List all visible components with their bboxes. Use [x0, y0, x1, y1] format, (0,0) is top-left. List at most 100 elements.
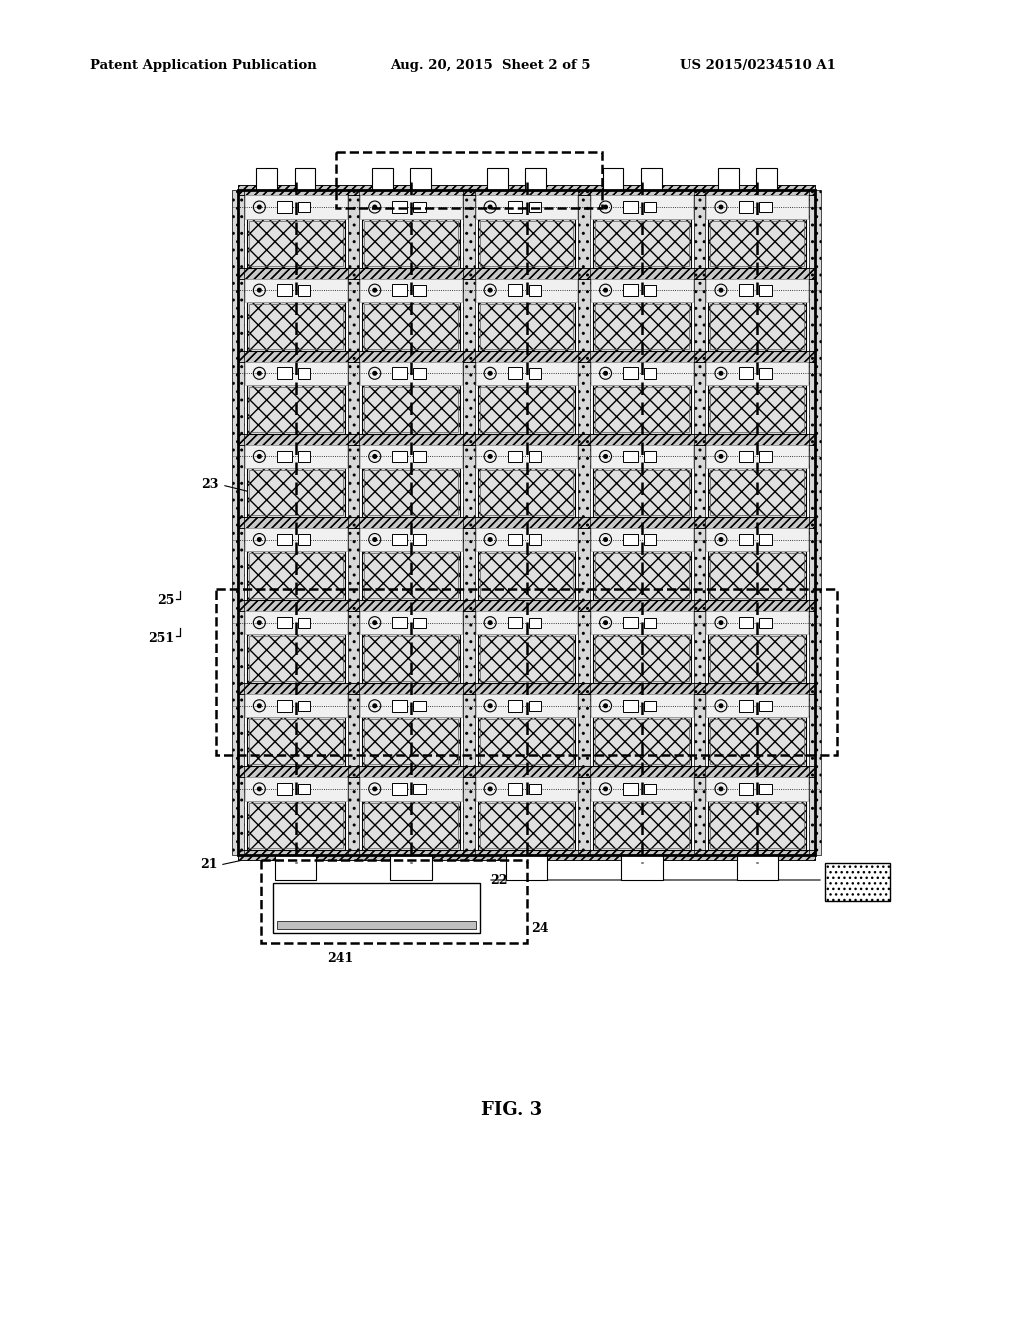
Bar — [591, 777, 693, 800]
Bar — [506, 855, 547, 880]
Bar — [247, 385, 345, 434]
Circle shape — [373, 288, 377, 292]
Circle shape — [604, 288, 607, 292]
Bar — [362, 552, 460, 601]
Bar — [707, 694, 808, 718]
Circle shape — [719, 787, 723, 791]
Bar — [238, 767, 815, 777]
Bar — [593, 469, 691, 517]
Bar — [475, 362, 578, 385]
Bar — [261, 861, 526, 942]
Bar — [593, 800, 691, 850]
Bar — [475, 611, 578, 635]
Bar — [247, 635, 345, 684]
Circle shape — [258, 288, 261, 292]
Bar — [232, 190, 244, 855]
Circle shape — [373, 371, 377, 375]
Circle shape — [604, 787, 607, 791]
Bar — [245, 279, 347, 302]
Bar — [238, 517, 815, 528]
Bar — [256, 168, 278, 190]
Bar — [360, 777, 462, 800]
Bar — [487, 168, 508, 190]
Text: Aug. 20, 2015  Sheet 2 of 5: Aug. 20, 2015 Sheet 2 of 5 — [390, 58, 591, 71]
Text: 22: 22 — [490, 874, 508, 887]
Bar — [644, 451, 656, 462]
Circle shape — [373, 454, 377, 458]
Bar — [624, 783, 638, 795]
Circle shape — [373, 620, 377, 624]
Bar — [475, 694, 578, 718]
Bar — [624, 700, 638, 711]
Bar — [760, 451, 772, 462]
Bar — [413, 368, 426, 379]
Bar — [709, 552, 806, 601]
Bar — [709, 385, 806, 434]
Bar — [595, 719, 689, 764]
Bar — [477, 302, 575, 351]
Bar — [298, 618, 310, 628]
Circle shape — [604, 537, 607, 541]
Bar — [365, 470, 458, 515]
Bar — [528, 784, 541, 795]
Bar — [707, 195, 808, 219]
Bar — [360, 611, 462, 635]
Circle shape — [258, 620, 261, 624]
Text: 251: 251 — [147, 632, 174, 645]
Bar — [365, 387, 458, 432]
Circle shape — [258, 787, 261, 791]
Bar — [238, 185, 815, 195]
Bar — [644, 535, 656, 545]
Text: 24: 24 — [531, 921, 549, 935]
Circle shape — [719, 454, 723, 458]
Bar — [528, 535, 541, 545]
Bar — [360, 694, 462, 718]
Bar — [528, 701, 541, 711]
Bar — [477, 469, 575, 517]
Bar — [595, 553, 689, 598]
Bar — [247, 800, 345, 850]
Bar — [245, 528, 347, 552]
Bar — [278, 700, 292, 711]
Bar — [238, 185, 815, 195]
Bar — [738, 700, 753, 711]
Bar — [624, 201, 638, 213]
Bar — [278, 284, 292, 296]
Bar — [738, 367, 753, 379]
Bar — [298, 701, 310, 711]
Bar — [278, 783, 292, 795]
Bar — [360, 195, 462, 219]
Bar — [760, 618, 772, 628]
Bar — [347, 190, 359, 855]
Bar — [477, 552, 575, 601]
Text: Patent Application Publication: Patent Application Publication — [90, 58, 316, 71]
Circle shape — [258, 704, 261, 708]
Circle shape — [488, 454, 492, 458]
Bar — [595, 304, 689, 348]
Circle shape — [373, 537, 377, 541]
Bar — [238, 684, 815, 694]
Bar — [274, 855, 316, 880]
Bar — [475, 279, 578, 302]
Bar — [475, 195, 578, 219]
Bar — [278, 201, 292, 213]
Bar — [362, 800, 460, 850]
Bar — [278, 450, 292, 462]
Bar — [247, 718, 345, 767]
Bar — [362, 718, 460, 767]
Bar — [298, 202, 310, 213]
Bar — [238, 434, 815, 445]
Bar — [479, 719, 573, 764]
Text: US 2015/0234510 A1: US 2015/0234510 A1 — [680, 58, 836, 71]
Bar — [593, 302, 691, 351]
Bar — [477, 800, 575, 850]
Circle shape — [604, 620, 607, 624]
Bar — [475, 777, 578, 800]
Bar — [809, 190, 821, 855]
Bar — [238, 850, 815, 861]
Circle shape — [604, 704, 607, 708]
Bar — [644, 784, 656, 795]
Circle shape — [604, 454, 607, 458]
Bar — [624, 450, 638, 462]
Bar — [272, 883, 480, 933]
